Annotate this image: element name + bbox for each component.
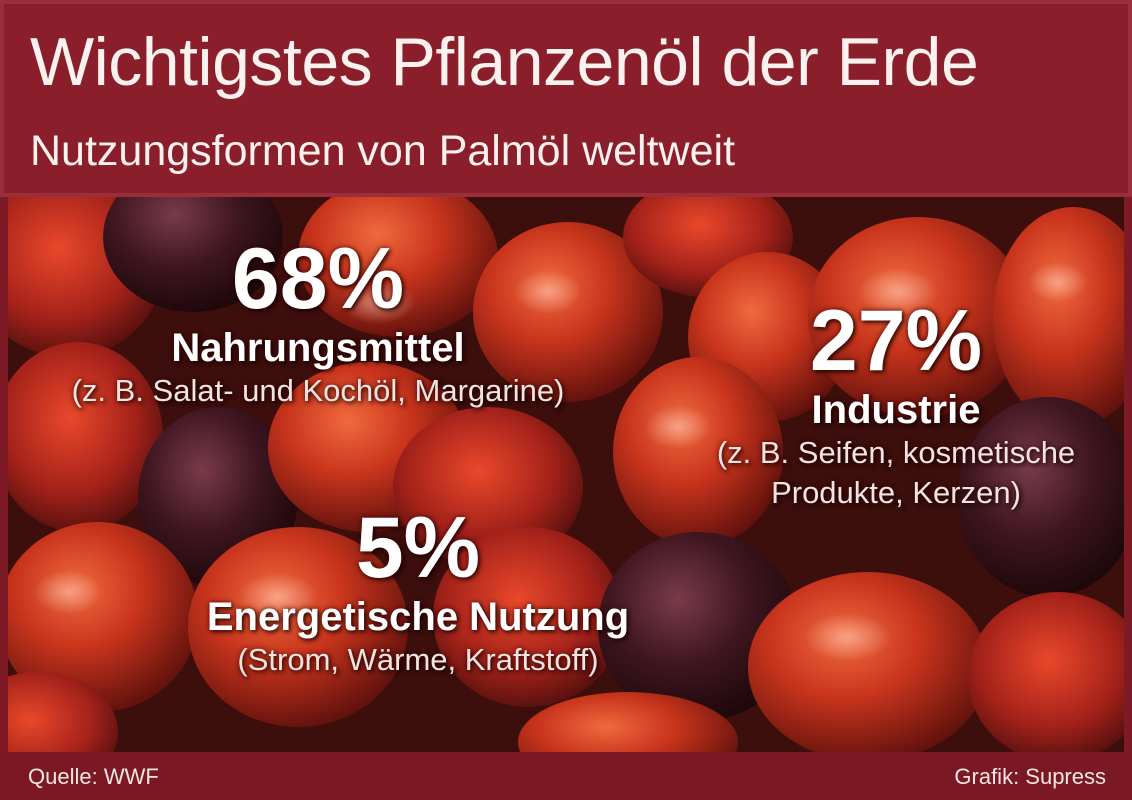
slice-food-value: 68% xyxy=(231,231,405,327)
slice-food-label: Nahrungsmittel xyxy=(171,326,465,370)
slice-food-detail: (z. B. Salat- und Kochöl, Margarine) xyxy=(71,373,565,408)
slice-industry: 27% Industrie (z. B. Seifen, kosmetische… xyxy=(676,295,1116,513)
header-band: Wichtigstes Pflanzenöl der Erde Nutzungs… xyxy=(0,0,1132,197)
chart-subtitle: Nutzungsformen von Palmöl weltweit xyxy=(30,127,736,175)
slice-industry-detail-2: Produkte, Kerzen) xyxy=(771,475,1021,510)
slice-food: 68% Nahrungsmittel (z. B. Salat- und Koc… xyxy=(8,233,628,411)
footer-band: Quelle: WWF Grafik: Supress xyxy=(0,752,1132,800)
slice-energy: 5% Energetische Nutzung (Strom, Wärme, K… xyxy=(118,502,718,680)
slice-industry-detail-1: (z. B. Seifen, kosmetische xyxy=(716,435,1076,470)
fruit-cluster xyxy=(8,197,1124,752)
slice-industry-label: Industrie xyxy=(811,388,981,432)
slice-energy-label: Energetische Nutzung xyxy=(206,595,630,639)
palm-fruit-photo: 68% Nahrungsmittel (z. B. Salat- und Koc… xyxy=(8,197,1124,752)
slice-energy-value: 5% xyxy=(355,500,481,596)
palm-fruit-illustration xyxy=(8,197,1124,752)
slice-energy-detail: (Strom, Wärme, Kraftstoff) xyxy=(237,642,599,677)
chart-title: Wichtigstes Pflanzenöl der Erde xyxy=(30,24,979,100)
source-note: Quelle: WWF xyxy=(28,764,159,789)
slice-industry-value: 27% xyxy=(809,293,983,389)
credit-note: Grafik: Supress xyxy=(954,764,1106,789)
